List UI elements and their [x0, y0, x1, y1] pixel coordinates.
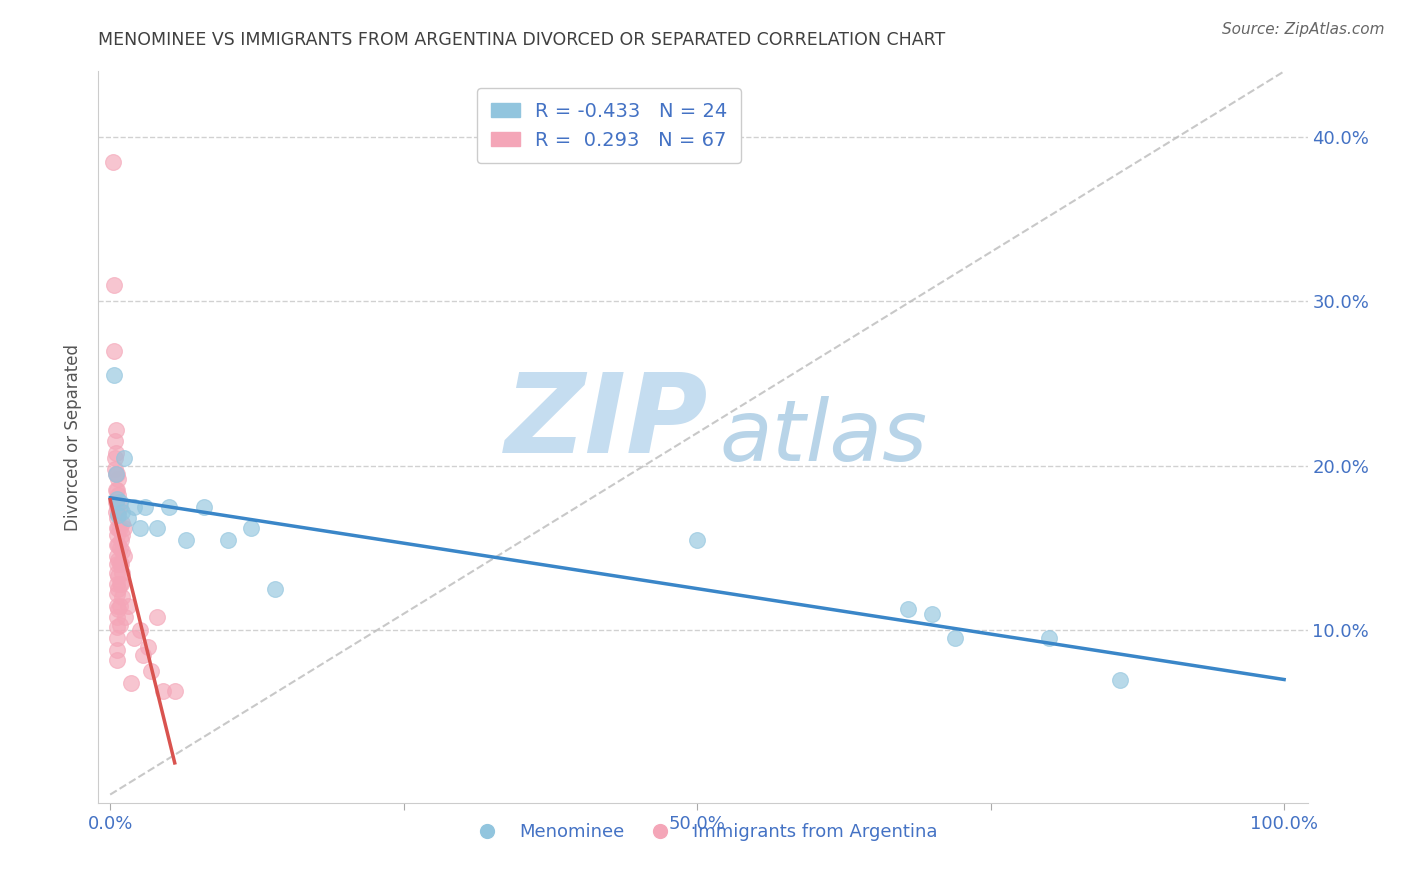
Point: [105, 467, 128, 481]
Point: [105, 446, 128, 460]
Point: [103, 368, 125, 383]
Point: [1038, 632, 1060, 646]
Point: [134, 500, 156, 514]
Point: [107, 508, 129, 523]
Point: [105, 495, 128, 509]
Point: [101, 154, 124, 169]
Point: [104, 462, 127, 476]
Point: [141, 665, 163, 679]
Point: [105, 577, 128, 591]
Point: [105, 610, 128, 624]
Point: [107, 582, 129, 596]
Point: [105, 491, 128, 506]
Point: [105, 483, 128, 498]
Point: [105, 587, 128, 601]
Point: [217, 533, 239, 547]
Point: [120, 675, 142, 690]
Point: [163, 684, 186, 698]
Point: [105, 467, 128, 481]
Point: [105, 483, 128, 498]
Point: [107, 602, 129, 616]
Point: [128, 521, 150, 535]
Point: [105, 538, 128, 552]
Point: [105, 528, 128, 542]
Point: [107, 505, 129, 519]
Point: [107, 488, 129, 502]
Point: [105, 500, 128, 514]
Point: [108, 599, 131, 613]
Point: [146, 521, 169, 535]
Point: [240, 521, 263, 535]
Point: [112, 549, 135, 564]
Point: [105, 643, 128, 657]
Text: MENOMINEE VS IMMIGRANTS FROM ARGENTINA DIVORCED OR SEPARATED CORRELATION CHART: MENOMINEE VS IMMIGRANTS FROM ARGENTINA D…: [98, 31, 946, 49]
Text: Source: ZipAtlas.com: Source: ZipAtlas.com: [1222, 22, 1385, 37]
Point: [111, 544, 134, 558]
Point: [104, 450, 127, 465]
Point: [897, 602, 920, 616]
Point: [105, 599, 128, 613]
Point: [108, 577, 131, 591]
Text: ZIP: ZIP: [505, 369, 709, 476]
Point: [105, 566, 128, 580]
Point: [104, 434, 127, 449]
Point: [105, 467, 128, 481]
Point: [112, 521, 135, 535]
Point: [157, 500, 180, 514]
Point: [136, 640, 159, 654]
Point: [105, 423, 128, 437]
Point: [107, 521, 129, 535]
Point: [105, 558, 128, 572]
Point: [105, 549, 128, 564]
Point: [110, 577, 132, 591]
Point: [146, 610, 169, 624]
Point: [176, 533, 198, 547]
Point: [105, 505, 128, 519]
Point: [111, 516, 134, 531]
Point: [105, 632, 128, 646]
Point: [193, 500, 215, 514]
Point: [132, 648, 155, 662]
Point: [1108, 673, 1130, 687]
Point: [111, 505, 134, 519]
Point: [107, 472, 129, 486]
Point: [105, 521, 128, 535]
Point: [108, 541, 131, 555]
Point: [921, 607, 943, 621]
Point: [105, 511, 128, 525]
Point: [105, 653, 128, 667]
Point: [128, 624, 150, 638]
Point: [108, 558, 131, 572]
Point: [108, 495, 131, 509]
Point: [117, 599, 139, 613]
Point: [263, 582, 285, 596]
Legend: Menominee, Immigrants from Argentina: Menominee, Immigrants from Argentina: [461, 816, 945, 848]
Y-axis label: Divorced or Separated: Divorced or Separated: [65, 343, 83, 531]
Point: [108, 500, 131, 514]
Point: [110, 558, 132, 572]
Text: atlas: atlas: [720, 395, 928, 479]
Point: [152, 684, 174, 698]
Point: [111, 591, 134, 605]
Point: [103, 278, 125, 293]
Point: [110, 533, 132, 547]
Point: [114, 610, 136, 624]
Point: [117, 511, 139, 525]
Point: [122, 632, 145, 646]
Point: [108, 521, 131, 535]
Point: [945, 632, 967, 646]
Point: [112, 450, 135, 465]
Point: [105, 620, 128, 634]
Point: [111, 566, 134, 580]
Point: [103, 343, 125, 358]
Point: [686, 533, 709, 547]
Point: [107, 569, 129, 583]
Point: [122, 500, 145, 514]
Point: [107, 552, 129, 566]
Point: [108, 618, 131, 632]
Point: [111, 528, 134, 542]
Point: [107, 538, 129, 552]
